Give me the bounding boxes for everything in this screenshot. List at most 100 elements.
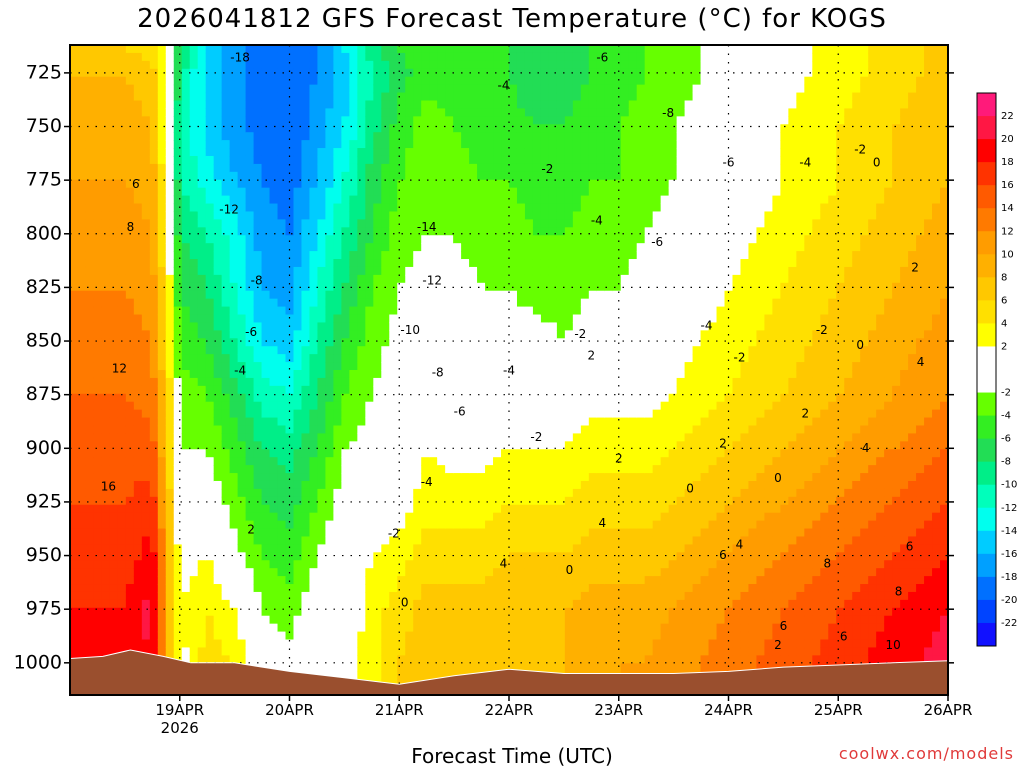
field-cell	[413, 100, 422, 110]
field-cell	[349, 488, 358, 498]
field-cell	[333, 259, 342, 268]
field-cell	[501, 591, 510, 601]
field-cell	[133, 639, 143, 649]
field-cell	[413, 45, 422, 54]
field-cell	[349, 671, 358, 680]
field-cell	[301, 552, 311, 561]
field-cell	[341, 227, 350, 236]
field-cell	[413, 330, 422, 339]
field-cell	[285, 631, 295, 641]
field-cell	[101, 306, 111, 316]
field-cell	[181, 417, 191, 427]
field-cell	[397, 148, 406, 157]
field-cell	[277, 235, 287, 244]
field-cell	[429, 568, 438, 577]
field-cell	[157, 441, 167, 450]
field-cell	[469, 409, 478, 419]
field-cell	[349, 417, 358, 427]
field-cell	[540, 243, 550, 252]
field-cell	[373, 330, 382, 339]
field-cell	[165, 108, 175, 117]
field-cell	[437, 663, 446, 672]
field-cell	[197, 496, 207, 506]
field-cell	[373, 108, 382, 117]
field-cell	[501, 100, 510, 110]
field-cell	[269, 211, 279, 220]
field-cell	[117, 528, 127, 538]
field-cell	[421, 282, 430, 292]
field-cell	[429, 179, 438, 189]
field-cell	[245, 52, 255, 62]
field-cell	[548, 171, 558, 181]
field-cell	[365, 243, 374, 252]
field-cell	[429, 187, 438, 197]
field-cell	[85, 520, 95, 530]
field-cell	[405, 132, 414, 141]
field-cell	[229, 346, 239, 355]
field-cell	[269, 124, 279, 133]
field-cell	[181, 314, 191, 324]
field-cell	[325, 140, 334, 149]
field-cell	[229, 45, 239, 54]
field-cell	[389, 322, 398, 331]
field-cell	[309, 449, 319, 458]
field-cell	[77, 496, 87, 506]
field-cell	[229, 179, 239, 189]
field-cell	[333, 148, 342, 157]
field-cell	[429, 354, 438, 363]
field-cell	[493, 132, 502, 141]
field-cell	[501, 568, 510, 577]
field-cell	[85, 591, 95, 601]
field-cell	[540, 552, 550, 561]
field-cell	[293, 116, 303, 125]
field-cell	[117, 401, 127, 411]
field-cell	[524, 354, 534, 363]
field-cell	[181, 631, 191, 641]
field-cell	[157, 274, 167, 284]
field-cell	[405, 552, 414, 561]
field-cell	[461, 68, 470, 78]
field-cell	[85, 449, 95, 458]
field-cell	[509, 512, 518, 522]
field-cell	[333, 251, 342, 260]
field-cell	[261, 227, 271, 236]
field-cell	[309, 393, 319, 403]
field-cell	[293, 488, 303, 498]
field-cell	[389, 148, 398, 157]
field-cell	[189, 512, 199, 522]
field-cell	[269, 108, 279, 117]
field-cell	[389, 108, 398, 117]
field-cell	[165, 544, 175, 553]
field-cell	[341, 243, 350, 252]
field-cell	[413, 219, 422, 228]
field-cell	[413, 528, 422, 538]
field-cell	[165, 552, 175, 561]
field-cell	[133, 92, 143, 102]
field-cell	[101, 599, 111, 609]
field-cell	[181, 370, 191, 379]
field-cell	[397, 560, 406, 569]
field-cell	[70, 187, 79, 197]
field-cell	[93, 100, 103, 110]
field-cell	[309, 148, 319, 157]
field-cell	[109, 346, 119, 355]
field-cell	[77, 591, 87, 601]
field-cell	[253, 393, 263, 403]
field-cell	[293, 274, 303, 284]
field-cell	[141, 100, 151, 110]
field-cell	[149, 306, 159, 316]
field-cell	[157, 68, 167, 78]
field-cell	[397, 449, 406, 458]
field-cell	[413, 607, 422, 617]
field-cell	[389, 512, 398, 522]
field-cell	[173, 615, 183, 625]
field-cell	[461, 663, 470, 672]
field-cell	[365, 362, 374, 371]
field-cell	[317, 171, 327, 181]
field-cell	[141, 84, 151, 94]
field-cell	[101, 251, 111, 260]
field-cell	[493, 663, 502, 672]
field-cell	[453, 584, 462, 593]
field-cell	[197, 560, 207, 569]
field-cell	[501, 401, 510, 411]
